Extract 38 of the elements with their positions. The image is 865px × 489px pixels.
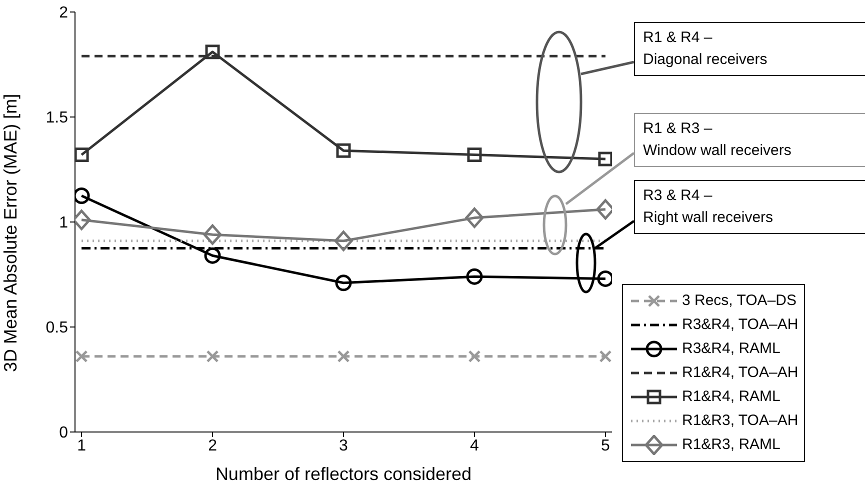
point bbox=[468, 350, 481, 363]
point bbox=[598, 152, 612, 166]
x-tick-label: 5 bbox=[601, 437, 610, 454]
x-tick-label: 3 bbox=[339, 437, 348, 454]
legend-label: 3 Recs, TOA–DS bbox=[682, 291, 796, 311]
point bbox=[335, 274, 352, 292]
x-axis-title: Number of reflectors considered bbox=[215, 464, 472, 484]
y-tick-label: 2 bbox=[59, 4, 68, 22]
point bbox=[203, 224, 222, 245]
x-tick-label: 4 bbox=[470, 437, 480, 454]
legend-label: R1&R3, RAML bbox=[682, 435, 780, 455]
point bbox=[599, 350, 612, 363]
x-tick-label: 2 bbox=[208, 437, 218, 454]
annotation: R3 & R4 – Right wall receivers bbox=[634, 180, 865, 234]
legend-label: R1&R3, TOA–AH bbox=[682, 411, 798, 431]
point bbox=[205, 44, 220, 60]
point bbox=[336, 143, 351, 158]
x-tick-label: 1 bbox=[77, 437, 86, 454]
point bbox=[75, 350, 88, 363]
y-axis-title: 3D Mean Absolute Error (MAE) [m] bbox=[0, 94, 20, 372]
point bbox=[466, 268, 483, 285]
text: R1 & R4 – Diagonal receivers bbox=[634, 22, 865, 76]
point bbox=[337, 350, 350, 363]
legend-label: R3&R4, TOA–AH bbox=[682, 315, 798, 335]
point bbox=[75, 148, 89, 162]
point bbox=[206, 350, 219, 363]
point bbox=[334, 230, 353, 252]
legend-label: R3&R4, RAML bbox=[682, 339, 780, 359]
y-tick-label: 0.5 bbox=[46, 320, 68, 337]
point bbox=[204, 247, 221, 264]
text: R1 & R3 – Window wall receivers bbox=[634, 113, 865, 167]
y-tick-label: 1 bbox=[59, 214, 68, 232]
legend-label: R1&R4, RAML bbox=[682, 387, 780, 407]
y-tick-label: 0 bbox=[59, 424, 68, 442]
point bbox=[467, 148, 482, 162]
point bbox=[465, 208, 484, 228]
legend-label: R1&R4, TOA–AH bbox=[682, 363, 798, 383]
y-tick-label: 1.5 bbox=[46, 110, 68, 127]
